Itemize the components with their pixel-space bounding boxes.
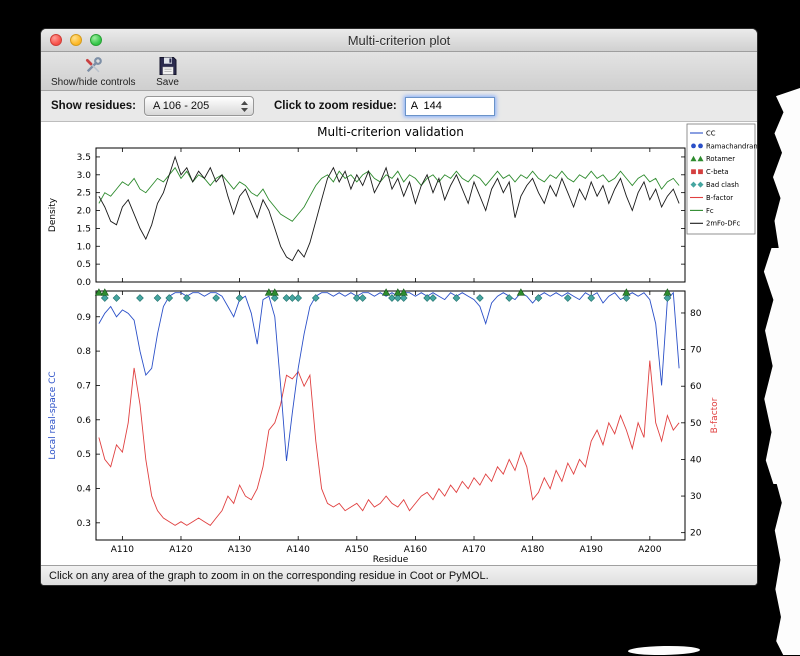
titlebar[interactable]: Multi-criterion plot [41, 29, 757, 52]
status-bar: Click on any area of the graph to zoom i… [41, 565, 757, 585]
svg-text:0.5: 0.5 [77, 450, 91, 460]
svg-text:A190: A190 [580, 545, 604, 555]
svg-text:80: 80 [690, 309, 702, 319]
svg-text:0.9: 0.9 [77, 313, 92, 323]
screen-artifact [627, 645, 701, 656]
close-button[interactable] [50, 34, 62, 46]
svg-text:30: 30 [690, 492, 702, 502]
svg-text:Bad clash: Bad clash [706, 181, 739, 189]
zoom-residue-label: Click to zoom residue: [274, 100, 397, 112]
svg-text:Ramachandran: Ramachandran [706, 142, 757, 150]
status-text: Click on any area of the graph to zoom i… [49, 569, 489, 582]
toolbar-item-label: Show/hide controls [51, 77, 136, 88]
show-residues-label: Show residues: [51, 100, 136, 112]
save-button[interactable]: Save [154, 54, 182, 88]
minimize-button[interactable] [70, 34, 82, 46]
svg-text:2mFo-DFc: 2mFo-DFc [706, 220, 740, 228]
svg-text:A200: A200 [638, 545, 662, 555]
svg-text:0.8: 0.8 [77, 347, 92, 357]
svg-text:70: 70 [690, 346, 702, 356]
svg-text:CC: CC [706, 129, 716, 137]
zoom-residue-input[interactable] [404, 96, 495, 116]
save-icon [156, 54, 180, 78]
svg-text:A130: A130 [228, 545, 252, 555]
svg-text:A180: A180 [521, 545, 545, 555]
svg-text:A150: A150 [345, 545, 369, 555]
plot-area[interactable]: Multi-criterion validation A110 A120 A130 A1… [41, 122, 757, 565]
svg-text:A110: A110 [111, 545, 135, 555]
controls-bar: Show residues: A 106 - 205 Click to zoom… [41, 91, 757, 122]
svg-text:3.5: 3.5 [77, 153, 91, 163]
zoom-window-button[interactable] [90, 34, 102, 46]
svg-text:Local real-space CC: Local real-space CC [48, 371, 58, 459]
svg-text:1.5: 1.5 [77, 224, 91, 234]
toolbar-item-label: Save [156, 77, 179, 88]
screen-artifact [763, 248, 800, 484]
screen-artifact [773, 88, 800, 250]
svg-text:Rotamer: Rotamer [706, 155, 735, 163]
svg-text:2.0: 2.0 [77, 207, 92, 217]
svg-text:20: 20 [690, 529, 702, 539]
svg-text:0.4: 0.4 [77, 484, 92, 494]
svg-text:0.6: 0.6 [77, 416, 92, 426]
tools-icon [81, 54, 105, 78]
svg-text:B-factor: B-factor [710, 397, 720, 433]
svg-text:A170: A170 [462, 545, 486, 555]
svg-text:0.7: 0.7 [77, 381, 91, 391]
validation-plot[interactable]: Multi-criterion validation A110 A120 A130 A1… [41, 122, 757, 565]
multi-criterion-plot-window: Multi-criterion plot Show/hide controls [40, 28, 758, 586]
window-title: Multi-criterion plot [347, 32, 451, 48]
traffic-lights [50, 34, 102, 46]
svg-text:0.0: 0.0 [77, 278, 92, 288]
residue-range-select[interactable]: A 106 - 205 [144, 96, 254, 116]
residue-range-value: A 106 - 205 [153, 100, 210, 112]
svg-text:3.0: 3.0 [77, 171, 92, 181]
svg-text:Residue: Residue [373, 555, 409, 565]
screen-artifact [774, 482, 800, 655]
svg-text:40: 40 [690, 455, 702, 465]
svg-text:C-beta: C-beta [706, 168, 729, 176]
svg-text:60: 60 [690, 382, 702, 392]
svg-text:Multi-criterion validation: Multi-criterion validation [317, 125, 464, 139]
stepper-arrows-icon [240, 100, 249, 113]
svg-text:A160: A160 [404, 545, 428, 555]
svg-text:Density: Density [48, 197, 58, 232]
svg-text:0.3: 0.3 [77, 519, 91, 529]
svg-text:0.5: 0.5 [77, 260, 91, 270]
svg-text:B-factor: B-factor [706, 194, 733, 202]
svg-text:A140: A140 [287, 545, 311, 555]
svg-text:Fc: Fc [706, 207, 714, 215]
toolbar: Show/hide controls Save [41, 52, 757, 91]
svg-text:A120: A120 [169, 545, 193, 555]
show-hide-controls-button[interactable]: Show/hide controls [49, 54, 138, 88]
svg-text:1.0: 1.0 [77, 242, 92, 252]
svg-text:2.5: 2.5 [77, 189, 91, 199]
svg-text:50: 50 [690, 419, 702, 429]
